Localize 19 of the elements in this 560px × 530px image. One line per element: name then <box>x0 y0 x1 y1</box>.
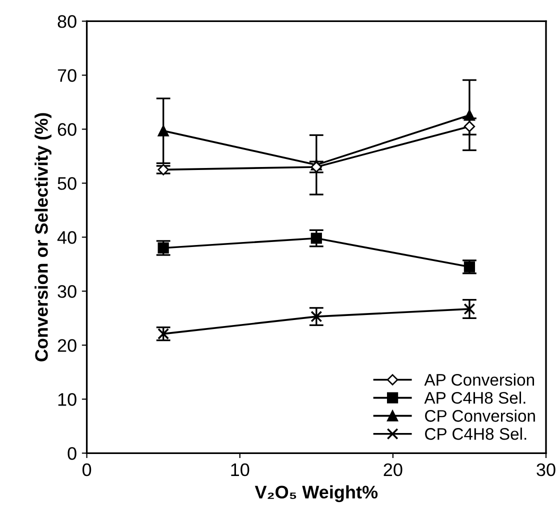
y-tick-label: 60 <box>58 123 76 136</box>
legend-label: CP C4H8 Sel. <box>425 428 526 440</box>
y-tick-label: 10 <box>58 393 76 406</box>
y-tick-label: 50 <box>58 177 76 190</box>
y-tick-label: 30 <box>58 285 76 298</box>
y-tick-label: 20 <box>58 339 76 352</box>
legend-label: AP Conversion <box>424 374 534 386</box>
y-tick-label: 40 <box>57 231 76 244</box>
y-tick-label: 0 <box>68 447 76 460</box>
y-axis-title: Conversion or Selectivity (%) <box>34 113 52 362</box>
x-axis-title: V₂O₅ Weight% <box>254 485 378 502</box>
x-tick-label: 30 <box>536 463 556 476</box>
y-tick-label: 80 <box>58 15 76 28</box>
x-tick-label: 10 <box>231 463 250 476</box>
legend-label: CP Conversion <box>425 410 535 422</box>
x-tick-label: 20 <box>384 463 402 476</box>
legend-label: AP C4H8 Sel. <box>424 392 526 404</box>
x-tick-label: 0 <box>82 463 92 476</box>
y-tick-label: 70 <box>58 69 76 82</box>
